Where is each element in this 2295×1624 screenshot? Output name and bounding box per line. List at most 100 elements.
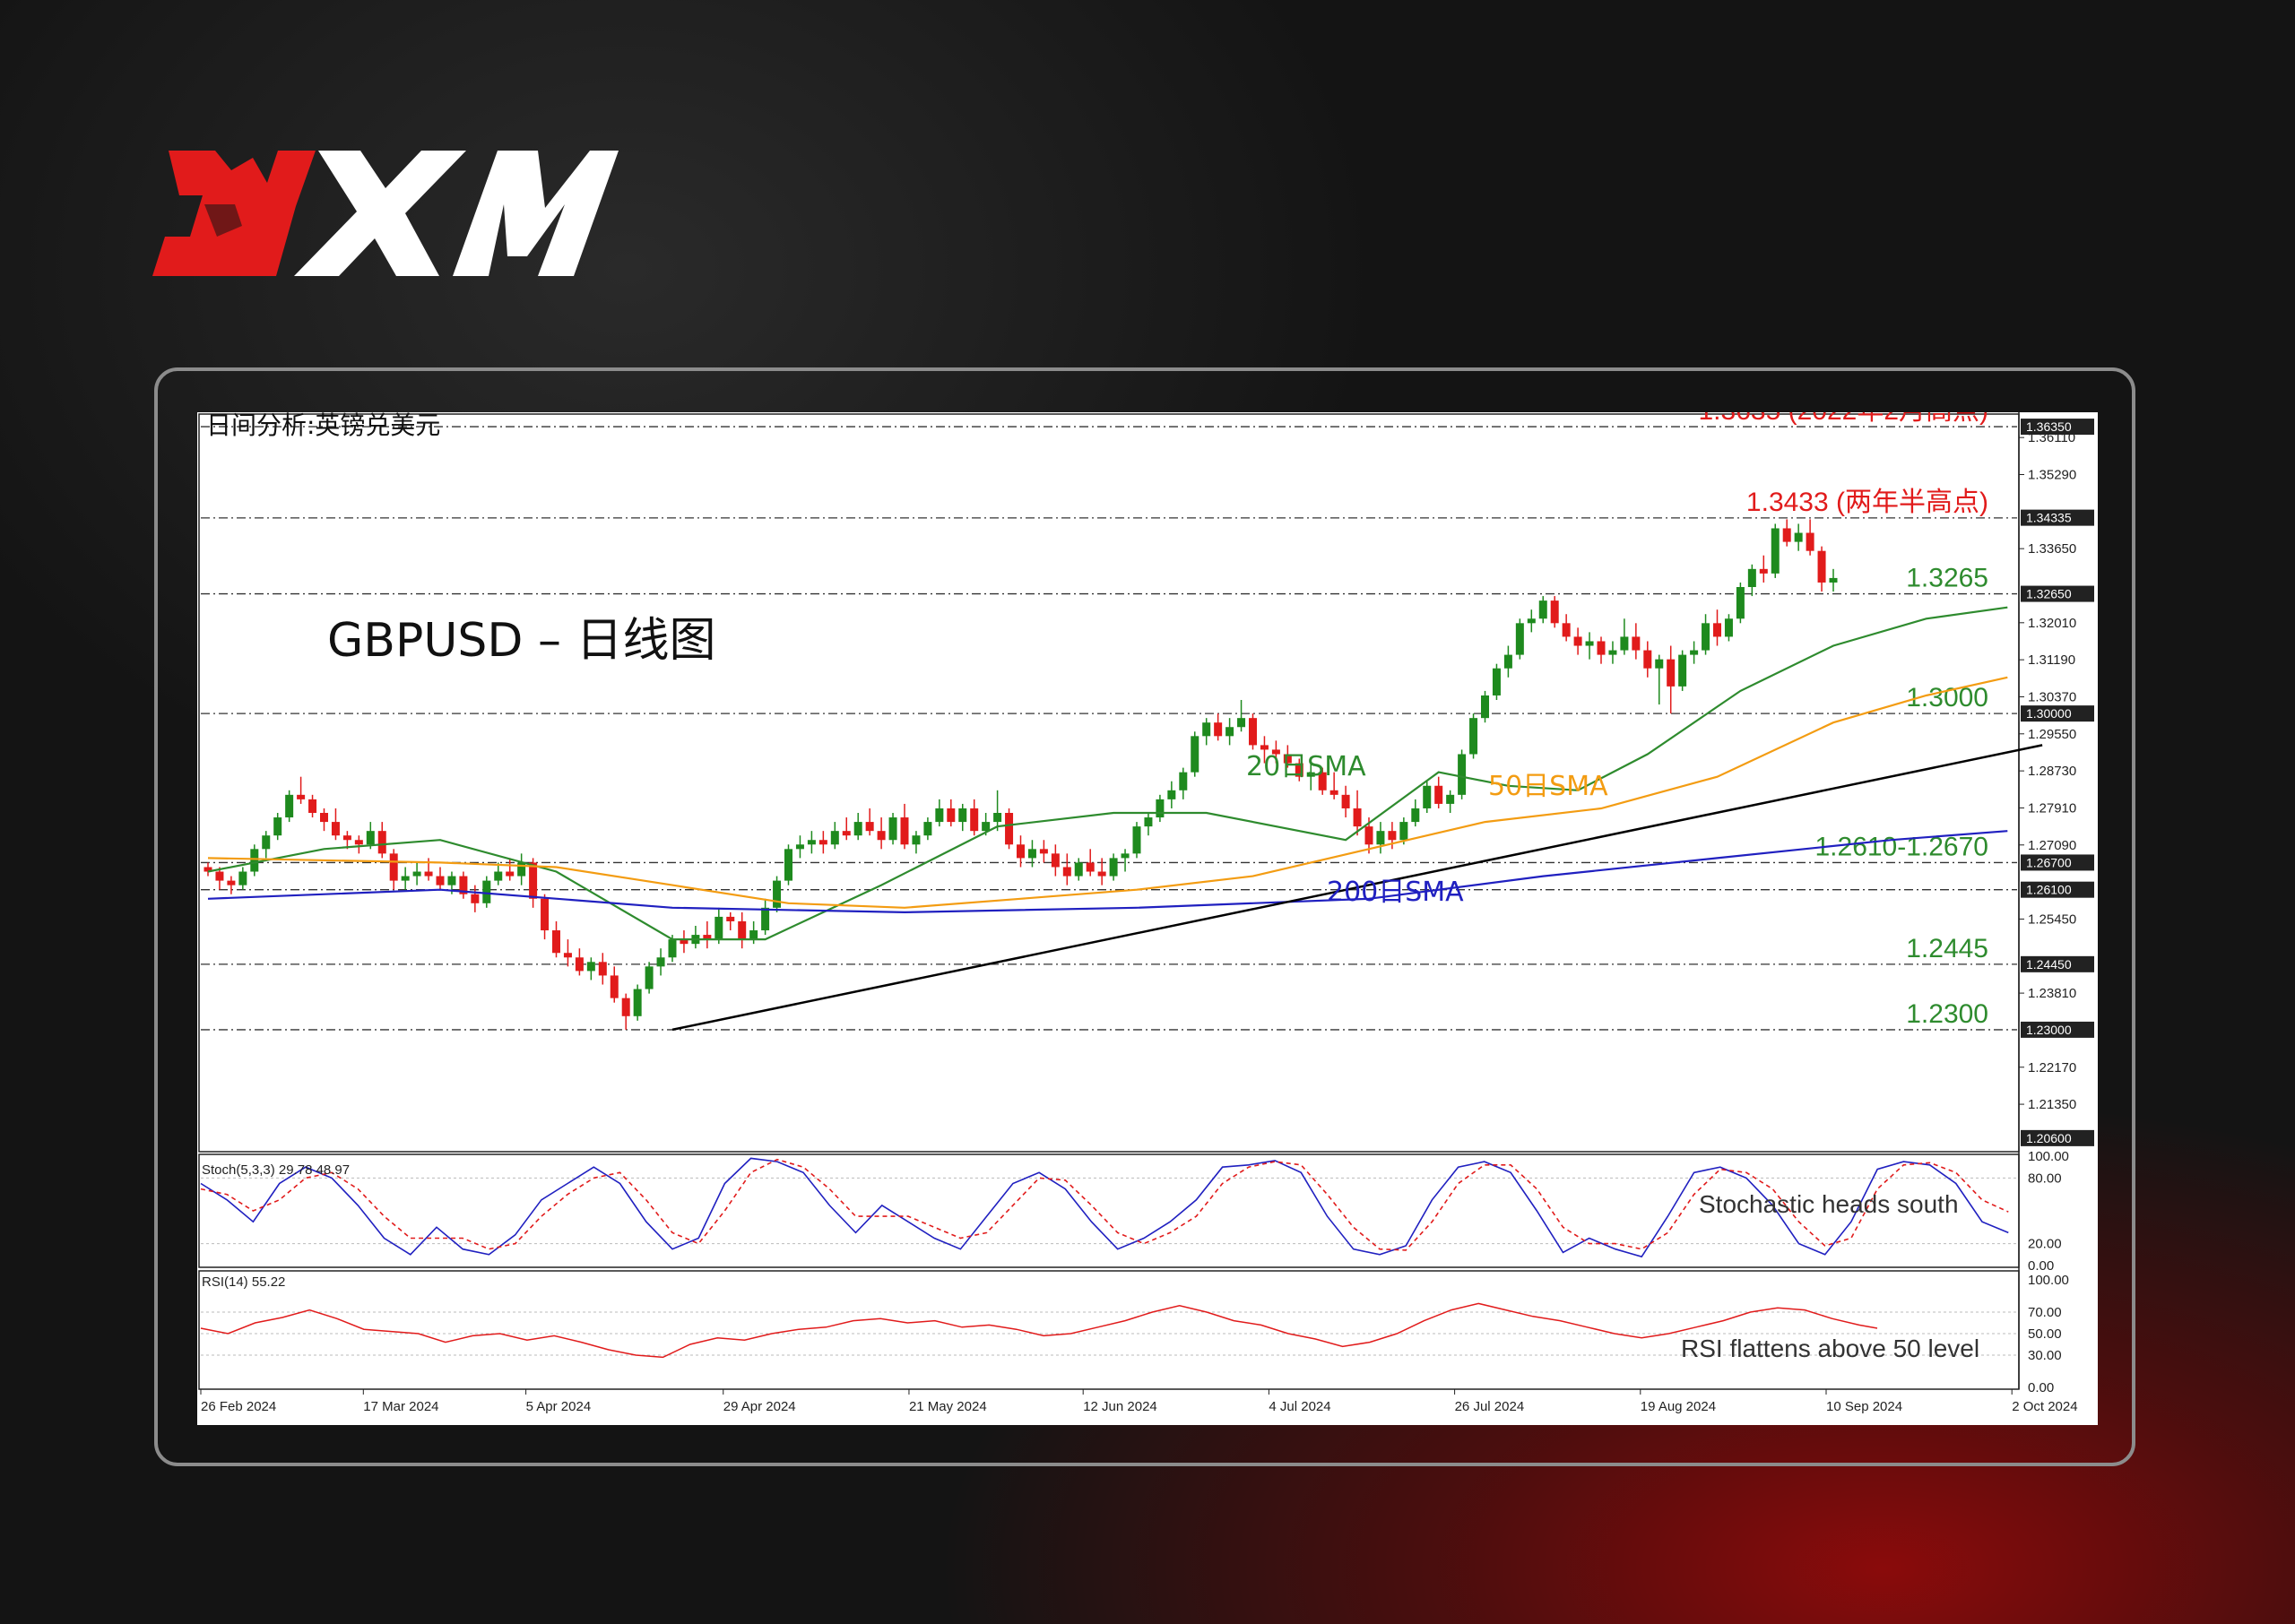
price-highlight-label: 1.26100	[2026, 883, 2072, 897]
candle-body	[1271, 749, 1280, 755]
candle-body	[1097, 871, 1106, 877]
candle-body	[1690, 650, 1699, 655]
price-highlight-label: 1.24450	[2026, 957, 2072, 972]
candle-body	[1527, 618, 1536, 624]
rsi-tick-label: 30.00	[2028, 1348, 2062, 1363]
candle-body	[320, 813, 328, 823]
price-highlight-box	[2021, 955, 2094, 972]
candle-body	[262, 835, 271, 850]
price-highlight-box	[2021, 419, 2094, 436]
candle-body	[947, 808, 956, 823]
candle-body	[842, 831, 851, 836]
letter-m-mark	[453, 151, 619, 276]
rsi-tick-label: 70.00	[2028, 1305, 2062, 1320]
candle-body	[529, 862, 538, 899]
candle-body	[1423, 785, 1432, 808]
candle-body	[575, 957, 584, 972]
date-tick-label: 21 May 2024	[909, 1399, 987, 1414]
price-highlight-box	[2021, 881, 2094, 898]
stoch-label: Stoch(5,3,3) 29.78 48.97	[202, 1162, 350, 1178]
candle-body	[1747, 568, 1756, 587]
candle-body	[1086, 862, 1095, 872]
candle-body	[761, 907, 770, 931]
price-tick-label: 1.21350	[2028, 1097, 2076, 1112]
candle-body	[900, 817, 909, 845]
candle-body	[436, 876, 445, 885]
price-highlight-label: 1.26700	[2026, 855, 2072, 869]
candle-body	[1446, 794, 1455, 804]
candle-body	[598, 962, 607, 976]
candle-body	[1225, 727, 1234, 737]
price-tick-label: 1.31190	[2028, 652, 2075, 668]
candle-body	[517, 862, 526, 877]
candle-body	[1458, 754, 1467, 795]
candle-body	[1503, 654, 1512, 669]
candle-body	[807, 840, 816, 845]
candle-body	[982, 822, 991, 832]
candle-body	[958, 808, 967, 823]
candle-body	[1573, 636, 1582, 646]
price-tick-label: 1.27090	[2028, 838, 2076, 853]
price-highlight-box	[2021, 585, 2094, 602]
price-tick-label: 1.35290	[2028, 468, 2076, 483]
price-tick-label: 1.23810	[2028, 986, 2076, 1001]
candle-body	[552, 930, 560, 954]
candle-body	[1191, 736, 1199, 773]
candle-body	[459, 876, 468, 894]
candle-body	[1364, 826, 1373, 845]
sma20-label: 20日SMA	[1246, 751, 1366, 782]
candle-body	[795, 844, 804, 850]
rsi-line	[200, 1302, 1878, 1359]
candle-body	[377, 831, 386, 854]
price-highlight-box	[2021, 1021, 2094, 1038]
candle-body	[818, 840, 827, 845]
candle-body	[645, 966, 654, 989]
rsi-tick-label: 50.00	[2028, 1326, 2062, 1342]
candle-body	[1318, 772, 1327, 790]
candle-body	[586, 962, 595, 972]
candle-body	[621, 998, 630, 1016]
date-tick-label: 4 Jul 2024	[1269, 1399, 1330, 1414]
candle-body	[1109, 858, 1118, 877]
bull-logo-mark	[152, 151, 316, 276]
candle-body	[633, 989, 642, 1016]
candle-body	[1550, 600, 1559, 624]
date-tick-label: 2 Oct 2024	[2012, 1399, 2077, 1414]
candle-body	[1759, 568, 1768, 574]
candle-body	[749, 930, 758, 940]
candle-body	[1492, 668, 1501, 695]
candle-body	[1062, 867, 1071, 877]
candle-body	[389, 853, 398, 881]
candle-body	[1515, 623, 1524, 655]
candle-body	[1655, 659, 1664, 669]
date-tick-label: 10 Sep 2024	[1826, 1399, 1902, 1414]
price-highlight-label: 1.36350	[2026, 419, 2072, 434]
candle-body	[1434, 785, 1443, 804]
rsi-note: RSI flattens above 50 level	[1681, 1335, 1979, 1362]
candle-body	[563, 953, 572, 958]
candle-body	[1202, 722, 1211, 737]
candle-body	[1585, 641, 1594, 646]
chart-frame	[154, 367, 2135, 1466]
candle-body	[1341, 794, 1350, 808]
date-tick-label: 17 Mar 2024	[363, 1399, 438, 1414]
candle-body	[1829, 577, 1838, 583]
candle-body	[1132, 826, 1141, 854]
candle-body	[1283, 754, 1292, 764]
candle-body	[1017, 844, 1025, 859]
date-tick-label: 5 Apr 2024	[526, 1399, 592, 1414]
candle-body	[970, 808, 979, 832]
candle-body	[366, 831, 375, 845]
candle-body	[1167, 790, 1176, 799]
rsi-label: RSI(14) 55.22	[202, 1274, 285, 1290]
candle-body	[215, 871, 224, 881]
letter-x-mark	[294, 151, 466, 276]
candle-body	[1121, 853, 1130, 859]
candle-body	[680, 939, 688, 945]
candle-body	[1736, 587, 1745, 619]
price-tick-label: 1.27910	[2028, 800, 2076, 816]
series-line	[207, 676, 2008, 909]
candle-body	[610, 975, 619, 998]
candle-body	[714, 916, 723, 940]
candle-body	[1713, 623, 1721, 637]
